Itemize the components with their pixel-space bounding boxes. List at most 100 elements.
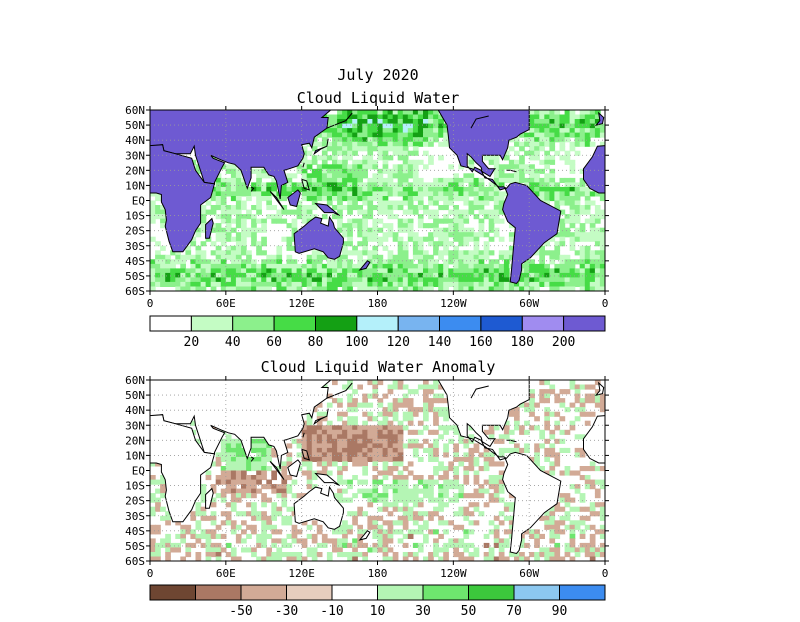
data-cell: [342, 263, 348, 269]
data-cell: [594, 114, 601, 120]
data-cell: [261, 168, 267, 174]
data-cell: [367, 520, 374, 526]
data-cell: [589, 200, 596, 206]
data-cell: [286, 263, 293, 269]
data-cell: [478, 232, 485, 238]
data-cell: [150, 272, 156, 278]
data-cell: [281, 182, 288, 188]
data-cell: [412, 281, 419, 287]
data-cell: [433, 223, 439, 229]
data-cell: [337, 214, 343, 220]
data-cell: [524, 182, 530, 188]
data-cell: [599, 407, 605, 413]
data-cell: [311, 438, 318, 444]
data-cell: [367, 502, 374, 508]
data-cell: [301, 205, 308, 211]
data-cell: [519, 429, 525, 435]
data-cell: [296, 209, 303, 215]
data-cell: [357, 227, 363, 233]
data-cell: [468, 254, 475, 260]
data-cell: [549, 547, 556, 553]
data-cell: [433, 466, 439, 472]
data-cell: [215, 268, 222, 274]
data-cell: [473, 479, 480, 485]
data-cell: [220, 218, 227, 224]
data-cell: [357, 488, 363, 494]
data-cell: [256, 479, 262, 485]
data-cell: [387, 268, 394, 274]
data-cell: [438, 227, 444, 233]
data-cell: [261, 250, 267, 256]
data-cell: [392, 484, 399, 490]
data-cell: [246, 533, 252, 539]
data-cell: [438, 286, 444, 291]
data-cell: [407, 420, 414, 426]
data-cell: [508, 173, 515, 179]
data-cell: [347, 123, 353, 129]
data-cell: [599, 236, 605, 242]
data-cell: [559, 556, 566, 561]
data-cell: [524, 259, 530, 265]
data-cell: [539, 466, 545, 472]
data-cell: [306, 466, 313, 472]
data-cell: [251, 524, 257, 530]
data-cell: [473, 488, 480, 494]
data-cell: [458, 177, 465, 183]
data-cell: [387, 146, 394, 152]
data-cell: [417, 114, 424, 120]
data-cell: [488, 493, 495, 499]
colorbar-label: 10: [370, 604, 386, 618]
data-cell: [508, 438, 515, 444]
data-cell: [539, 389, 545, 395]
data-cell: [200, 488, 207, 494]
data-cell: [554, 137, 561, 143]
data-cell: [377, 281, 384, 287]
data-cell: [493, 542, 500, 548]
data-cell: [453, 209, 459, 215]
data-cell: [230, 443, 237, 449]
data-cell: [569, 425, 576, 431]
data-cell: [584, 393, 591, 399]
data-cell: [337, 119, 343, 125]
data-cell: [402, 263, 409, 269]
data-cell: [412, 407, 419, 413]
data-cell: [230, 493, 237, 499]
data-cell: [235, 241, 242, 247]
data-cell: [357, 434, 363, 440]
data-cell: [291, 438, 298, 444]
data-cell: [332, 214, 338, 220]
data-cell: [357, 218, 363, 224]
data-cell: [372, 196, 379, 202]
data-cell: [428, 402, 434, 408]
data-cell: [342, 552, 348, 558]
data-cell: [453, 259, 459, 265]
data-cell: [306, 475, 313, 481]
data-cell: [579, 114, 586, 120]
data-cell: [352, 114, 358, 120]
data-cell: [458, 538, 465, 544]
data-cell: [256, 245, 262, 251]
data-cell: [230, 470, 237, 476]
data-cell: [443, 263, 449, 269]
data-cell: [382, 168, 389, 174]
data-cell: [392, 398, 399, 404]
data-cell: [498, 447, 505, 453]
data-cell: [468, 520, 475, 526]
data-cell: [296, 443, 303, 449]
data-cell: [150, 524, 156, 530]
data-cell: [412, 411, 419, 417]
data-cell: [594, 128, 601, 134]
data-cell: [306, 286, 313, 291]
data-cell: [286, 506, 293, 512]
data-cell: [362, 466, 368, 472]
data-cell: [574, 434, 581, 440]
data-cell: [584, 132, 591, 138]
data-cell: [382, 150, 389, 156]
data-cell: [180, 272, 186, 278]
data-cell: [503, 150, 510, 156]
data-cell: [195, 538, 202, 544]
data-cell: [392, 150, 399, 156]
data-cell: [569, 533, 576, 539]
data-cell: [458, 556, 465, 561]
data-cell: [443, 137, 449, 143]
